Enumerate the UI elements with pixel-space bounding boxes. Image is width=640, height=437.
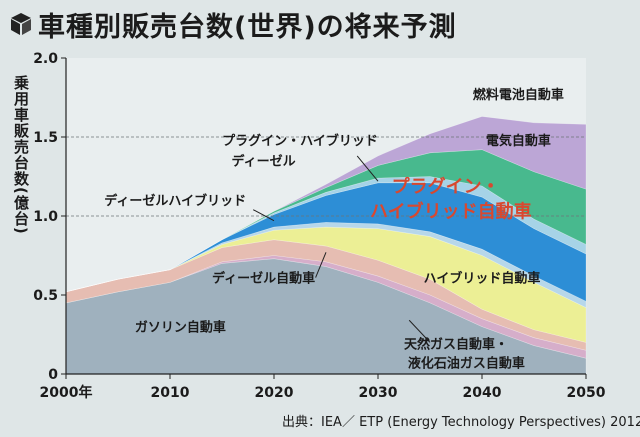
series-label-11: ガソリン自動車 [135, 319, 226, 335]
leader-line-1 [252, 209, 275, 222]
x-tick-label-4: 2040 [463, 385, 502, 401]
y-tick-label-4: 2.0 [33, 51, 58, 67]
x-tick-label-3: 2030 [359, 385, 398, 401]
area-series-7 [65, 149, 587, 293]
x-tick-label-1: 2010 [151, 385, 190, 401]
series-label-3: ハイブリッド自動車 [370, 201, 532, 223]
leader-line-3 [408, 319, 431, 343]
cube-icon [11, 13, 31, 35]
y-tick-label-2: 1.0 [33, 209, 58, 225]
series-label-10: ディーゼル自動車 [212, 270, 315, 286]
series-label-6: 液化石油ガス自動車 [408, 356, 525, 372]
series-label-7: プラグイン・ハイブリッド [222, 133, 378, 149]
x-tick-label-2: 2020 [255, 385, 294, 401]
leader-line-0 [356, 155, 379, 182]
chart-title-row: 車種別販売台数(世界)の将来予測 [10, 4, 457, 44]
series-label-9: ディーゼルハイブリッド [104, 193, 246, 209]
leader-line-2 [315, 252, 327, 278]
y-axis-label: 乗用車販売台数(億台) [12, 75, 30, 235]
series-label-4: ハイブリッド自動車 [424, 270, 541, 286]
source-note: 出典：IEA／ ETP (Energy Technology Perspecti… [282, 415, 640, 430]
series-label-1: 電気自動車 [486, 133, 551, 149]
series-label-5: 天然ガス自動車・ [404, 337, 508, 353]
area-series-8 [65, 116, 587, 293]
series-label-0: 燃料電池自動車 [473, 87, 564, 103]
x-tick-label-0: 2000年 [40, 384, 93, 401]
chart-title: 車種別販売台数(世界)の将来予測 [38, 11, 457, 43]
y-tick-label-1: 0.5 [33, 288, 58, 304]
y-tick-label-3: 1.5 [33, 130, 58, 146]
series-label-8: ディーゼル [232, 153, 296, 169]
y-tick-label-0: 0 [48, 367, 58, 383]
x-tick-label-5: 2050 [567, 385, 606, 401]
series-label-2: プラグイン・ [392, 175, 500, 197]
